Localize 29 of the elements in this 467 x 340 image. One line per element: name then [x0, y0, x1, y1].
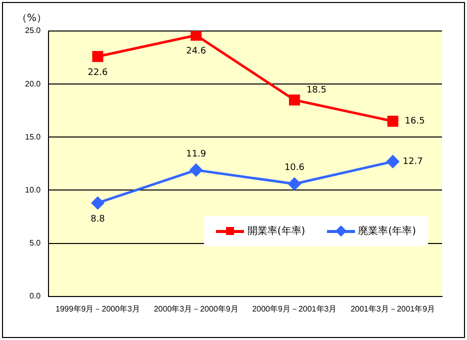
point — [288, 94, 300, 106]
x-tick-label: 1999年9月－2000年3月 — [56, 304, 140, 314]
data-label: 11.9 — [186, 149, 206, 160]
y-tick-label: 25.0 — [24, 26, 42, 36]
y-axis-title: （%） — [17, 12, 47, 25]
legend-label: 開業率(年率) — [247, 224, 306, 238]
point — [288, 178, 301, 190]
point — [190, 164, 202, 176]
x-tick-label: 2000年9月－2001年3月 — [252, 304, 337, 314]
point — [190, 31, 202, 41]
y-tick-label: 0.0 — [29, 292, 42, 301]
x-tick-label: 2000年3月－2000年9月 — [154, 304, 238, 314]
point — [387, 116, 398, 127]
data-label: 8.8 — [90, 214, 106, 224]
y-tick-label: 5.0 — [29, 238, 42, 248]
data-label: 22.6 — [88, 68, 108, 78]
data-label: 10.6 — [284, 163, 305, 174]
data-label: 18.5 — [306, 85, 326, 96]
point — [92, 50, 104, 62]
x-tick-label: 2001年3月－2001年9月 — [350, 304, 436, 314]
y-tick-label: 15.0 — [24, 132, 42, 142]
y-tick-label: 20.0 — [24, 79, 42, 88]
data-label: 24.6 — [186, 46, 206, 57]
point — [92, 196, 104, 210]
y-tick-label: 10.0 — [24, 185, 42, 194]
legend-label: 廃業率(年率) — [358, 224, 416, 238]
data-label: 16.5 — [404, 116, 425, 127]
data-label: 12.7 — [402, 156, 423, 167]
point — [386, 155, 400, 168]
